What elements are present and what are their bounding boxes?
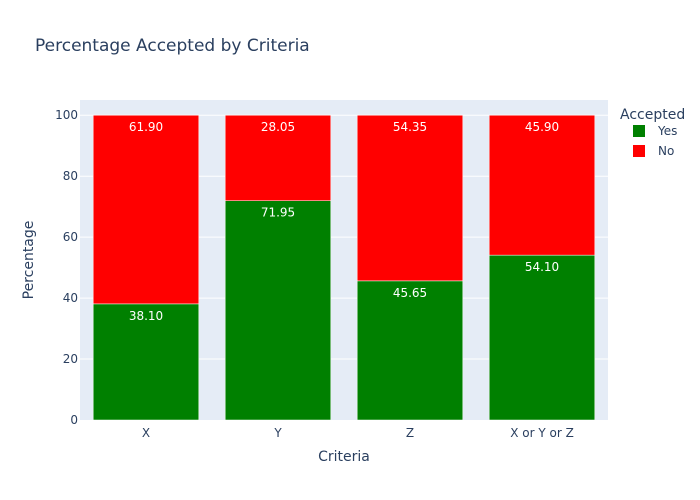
bar-value-label: 61.90 — [129, 120, 163, 134]
bar-yes — [488, 254, 596, 421]
y-tick-label: 20 — [63, 352, 78, 366]
y-axis-title: Percentage — [21, 221, 37, 300]
bar-no — [488, 114, 596, 256]
x-tick-label: X or Y or Z — [510, 426, 574, 440]
bar-yes — [92, 303, 200, 421]
bar-value-label: 54.35 — [393, 120, 427, 134]
bars: 38.10 61.90 71.95 28.05 45.65 54.35 54.10 45.90 — [92, 114, 596, 421]
x-tick-label: Y — [273, 426, 282, 440]
x-tick-label: Z — [406, 426, 414, 440]
x-axis-title: Criteria — [318, 449, 370, 465]
y-tick-label: 60 — [63, 230, 78, 244]
bar-yes — [356, 280, 464, 421]
legend-swatch-yes — [633, 125, 645, 137]
bar-value-label: 38.10 — [129, 309, 163, 323]
bar-no — [92, 114, 200, 305]
bar-value-label: 71.95 — [261, 206, 295, 220]
bar-no — [224, 114, 332, 201]
x-tick-label: X — [142, 426, 150, 440]
bar-value-label: 45.65 — [393, 286, 427, 300]
legend-label-no: No — [658, 144, 674, 158]
y-tick-label: 80 — [63, 169, 78, 183]
bar-no — [356, 114, 464, 282]
bar-yes — [224, 200, 332, 421]
y-tick-label: 0 — [70, 413, 78, 427]
y-tick-label: 100 — [55, 108, 78, 122]
legend: Accepted Yes No — [620, 107, 685, 158]
bar-value-label: 54.10 — [525, 260, 559, 274]
legend-label-yes: Yes — [657, 124, 677, 138]
legend-swatch-no — [633, 145, 645, 157]
x-ticks: X Y Z X or Y or Z — [142, 426, 574, 440]
legend-title: Accepted — [620, 107, 685, 123]
y-tick-label: 40 — [63, 291, 78, 305]
bar-value-label: 28.05 — [261, 120, 295, 134]
bar-value-label: 45.90 — [525, 120, 559, 134]
y-ticks: 0 20 40 60 80 100 — [55, 108, 78, 427]
chart-title: Percentage Accepted by Criteria — [35, 36, 310, 56]
